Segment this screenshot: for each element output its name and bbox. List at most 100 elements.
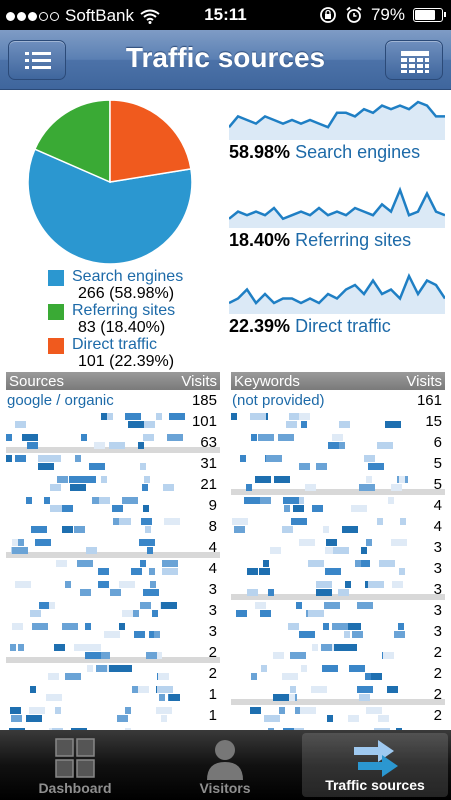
redacted-label	[6, 707, 186, 723]
table-row[interactable]: 2	[231, 684, 445, 705]
table-row[interactable]: 2	[231, 642, 445, 663]
visits-value: 1	[208, 707, 217, 724]
sparkline-search-engines[interactable]: 58.98% Search engines	[229, 96, 445, 163]
table-row[interactable]: 3	[6, 621, 220, 642]
sparkline-label: Search engines	[295, 142, 421, 162]
redacted-label	[6, 560, 186, 576]
sparkline-area	[229, 276, 445, 314]
legend-name: Search engines	[72, 268, 184, 285]
sparkline-label: Direct traffic	[295, 316, 391, 336]
table-row[interactable]: google / organic 185	[6, 390, 220, 411]
visits-value: 5	[433, 476, 442, 493]
redacted-label	[6, 623, 186, 639]
redacted-label	[6, 455, 186, 471]
sparkline-chart	[229, 272, 445, 314]
redacted-label	[231, 560, 411, 576]
alarm-icon	[346, 6, 362, 23]
visits-value: 1	[208, 686, 217, 703]
table-row[interactable]: 9	[6, 495, 220, 516]
table-row[interactable]: 3	[6, 579, 220, 600]
legend-item-search: Search engines 266 (58.98%)	[48, 268, 183, 302]
sparkline-area	[229, 190, 445, 228]
table-row[interactable]: 4	[6, 537, 220, 558]
tab-dashboard[interactable]: Dashboard	[0, 730, 150, 800]
table-row[interactable]: 21	[6, 474, 220, 495]
redacted-label	[231, 665, 411, 681]
visits-column-header: Visits	[406, 373, 442, 390]
table-row[interactable]: 15	[231, 411, 445, 432]
visits-value: 3	[433, 623, 442, 640]
legend-detail: 266 (58.98%)	[78, 285, 175, 302]
table-row[interactable]: 1	[6, 684, 220, 705]
visits-value: 31	[200, 455, 217, 472]
table-row[interactable]: (not provided) 161	[231, 390, 445, 411]
visits-value: 6	[433, 434, 442, 451]
visits-value: 9	[208, 497, 217, 514]
visits-value: 2	[433, 644, 442, 661]
visits-value: 2	[433, 665, 442, 682]
table-row[interactable]: 31	[6, 453, 220, 474]
table-row[interactable]: 3	[231, 621, 445, 642]
page-title: Traffic sources	[125, 42, 326, 73]
table-row[interactable]: 101	[6, 411, 220, 432]
keywords-header: Keywords Visits	[231, 372, 445, 390]
table-row[interactable]: 5	[231, 474, 445, 495]
visits-value: 5	[433, 455, 442, 472]
table-row[interactable]: 4	[231, 516, 445, 537]
table-row[interactable]: 3	[231, 558, 445, 579]
table-row[interactable]: 2	[6, 663, 220, 684]
visits-value: 4	[433, 497, 442, 514]
grid-icon	[401, 51, 429, 73]
sparkline-label: Referring sites	[295, 230, 412, 250]
redacted-label	[231, 623, 411, 639]
sparkline-percent: 22.39%	[229, 316, 291, 336]
visits-value: 2	[208, 665, 217, 682]
status-right: 79%	[319, 5, 446, 25]
redacted-label	[6, 413, 186, 429]
table-row[interactable]: 3	[231, 600, 445, 621]
sparkline-referring-sites[interactable]: 18.40% Referring sites	[229, 184, 445, 251]
redacted-label	[231, 497, 411, 513]
tab-bar: Dashboard Visitors Traffic sources	[0, 730, 451, 800]
visits-value: 3	[433, 560, 442, 577]
table-row[interactable]: 3	[6, 600, 220, 621]
wifi-icon	[140, 9, 160, 24]
redacted-label	[231, 644, 411, 660]
table-row[interactable]: 4	[231, 495, 445, 516]
sparkline-direct-traffic[interactable]: 22.39% Direct traffic	[229, 270, 445, 337]
table-row[interactable]: 2	[231, 705, 445, 726]
sources-table: Sources Visits google / organic 185 101 6…	[6, 372, 220, 747]
table-row[interactable]: 2	[231, 663, 445, 684]
table-row[interactable]: 1	[6, 705, 220, 726]
dashboard-icon	[55, 738, 95, 778]
sparkline-percent: 18.40%	[229, 230, 291, 250]
visits-value: 101	[191, 413, 217, 430]
visits-value: 21	[200, 476, 217, 493]
signal-icon	[6, 11, 59, 21]
sparkline-line	[229, 100, 445, 129]
table-row[interactable]: 4	[6, 558, 220, 579]
keyword-name: (not provided)	[232, 392, 325, 409]
tab-visitors[interactable]: Visitors	[150, 730, 300, 800]
redacted-label	[231, 539, 411, 555]
table-row[interactable]: 2	[6, 642, 220, 663]
grid-view-button[interactable]	[385, 40, 443, 80]
tab-traffic-sources[interactable]: Traffic sources	[302, 733, 448, 797]
redacted-label	[231, 455, 411, 471]
menu-button[interactable]	[8, 40, 66, 80]
status-bar: SoftBank 15:11 79%	[0, 0, 451, 30]
redacted-label	[6, 602, 186, 618]
table-row[interactable]: 5	[231, 453, 445, 474]
keywords-table: Keywords Visits (not provided) 161 15 6 5 5…	[231, 372, 445, 747]
redacted-label	[6, 497, 186, 513]
table-row[interactable]: 6	[231, 432, 445, 453]
table-row[interactable]: 8	[6, 516, 220, 537]
table-row[interactable]: 3	[231, 537, 445, 558]
pie-chart	[22, 98, 198, 271]
sparkline-line	[229, 272, 445, 305]
keyword-visits: 161	[416, 392, 442, 409]
redacted-label	[6, 665, 186, 681]
table-row[interactable]: 63	[6, 432, 220, 453]
table-row[interactable]: 3	[231, 579, 445, 600]
